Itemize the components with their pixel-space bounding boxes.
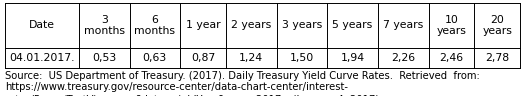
Text: 3 years: 3 years bbox=[282, 21, 322, 31]
Text: Source:  US Department of Treasury. (2017). Daily Treasury Yield Curve Rates.  R: Source: US Department of Treasury. (2017… bbox=[5, 71, 480, 81]
Text: 04.01.2017.: 04.01.2017. bbox=[9, 53, 75, 63]
Text: 5 years: 5 years bbox=[332, 21, 373, 31]
Text: 2 years: 2 years bbox=[231, 21, 271, 31]
Text: 1 year: 1 year bbox=[186, 21, 220, 31]
Text: 20
years: 20 years bbox=[482, 15, 512, 36]
Text: 10
years: 10 years bbox=[436, 15, 466, 36]
Text: 0,87: 0,87 bbox=[191, 53, 215, 63]
Text: 2,46: 2,46 bbox=[439, 53, 464, 63]
Text: rates/Pages/TextView.aspx?data=yieldYear&year=2017_  (January 4, 2017).: rates/Pages/TextView.aspx?data=yieldYear… bbox=[5, 94, 383, 96]
Text: 3
months: 3 months bbox=[83, 15, 125, 36]
Text: https://www.treasury.gov/resource-center/data-chart-center/interest-: https://www.treasury.gov/resource-center… bbox=[5, 82, 348, 93]
Text: 0,63: 0,63 bbox=[143, 53, 167, 63]
Text: 2,26: 2,26 bbox=[391, 53, 415, 63]
Text: 7 years: 7 years bbox=[383, 21, 423, 31]
Text: 2,78: 2,78 bbox=[485, 53, 509, 63]
Text: 1,94: 1,94 bbox=[341, 53, 365, 63]
Text: 1,50: 1,50 bbox=[290, 53, 314, 63]
Text: 6
months: 6 months bbox=[134, 15, 175, 36]
Text: 0,53: 0,53 bbox=[92, 53, 117, 63]
Text: 1,24: 1,24 bbox=[239, 53, 264, 63]
Text: Date: Date bbox=[29, 21, 55, 31]
